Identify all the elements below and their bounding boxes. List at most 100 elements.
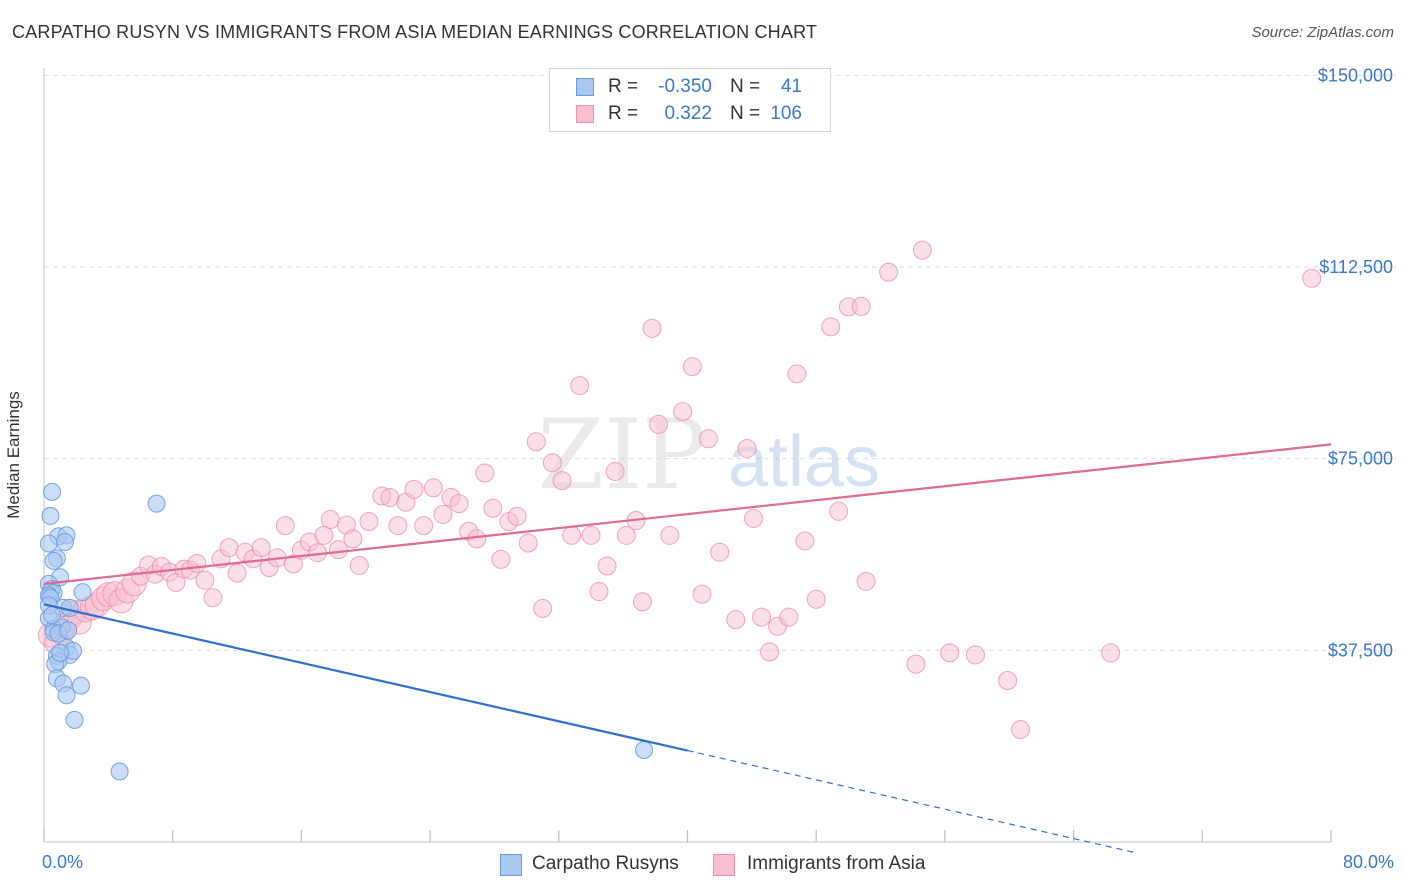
pink-point	[965, 645, 985, 665]
pink-point	[710, 542, 730, 562]
blue-point	[39, 534, 58, 553]
blue-trend-line	[43, 603, 688, 752]
legend-n-value: 106	[770, 103, 802, 124]
pink-point	[760, 642, 780, 662]
pink-point	[879, 262, 899, 282]
blue-point	[44, 551, 63, 570]
pink-point	[726, 610, 746, 630]
legend-swatch-pink	[576, 105, 594, 123]
blue-point	[72, 676, 91, 695]
pink-point	[542, 453, 562, 473]
pink-point	[597, 556, 617, 576]
pink-point	[632, 592, 652, 612]
pink-point	[821, 317, 841, 337]
blue-point	[43, 482, 62, 501]
legend-row-carpatho-rusyns: R = -0.350 N = 41	[550, 73, 830, 100]
watermark: ZIP atlas	[537, 399, 880, 511]
bottom-legend-swatch-pink	[713, 854, 735, 876]
pink-point	[795, 531, 815, 551]
source-label: Source: ZipAtlas.com	[1251, 24, 1394, 41]
legend-n-label: N =	[730, 103, 761, 124]
bottom-legend-label: Carpatho Rusyns	[532, 853, 679, 874]
pink-point	[314, 525, 334, 545]
pink-point	[851, 296, 871, 316]
pink-point	[251, 538, 271, 558]
pink-point	[682, 357, 702, 377]
pink-trend-line	[43, 443, 1332, 585]
blue-point	[73, 583, 92, 602]
pink-point	[906, 654, 926, 674]
pink-point	[404, 479, 424, 499]
pink-point	[343, 529, 363, 549]
pink-point	[219, 538, 239, 558]
pink-point	[388, 516, 408, 536]
y-tick-label: $112,500	[1319, 257, 1393, 277]
pink-point	[227, 563, 247, 583]
pink-point	[570, 376, 590, 396]
legend-swatch-blue	[576, 78, 594, 96]
legend-r-value: 0.322	[664, 103, 712, 124]
pink-point	[581, 525, 601, 545]
pink-point	[187, 553, 207, 573]
pink-point	[320, 509, 340, 529]
pink-point	[433, 504, 453, 524]
pink-point	[779, 607, 799, 627]
chart-title: CARPATHO RUSYN VS IMMIGRANTS FROM ASIA M…	[12, 22, 818, 42]
gridlines	[44, 74, 1396, 651]
pink-point	[1011, 720, 1031, 740]
pink-point	[692, 584, 712, 604]
blue-point	[147, 494, 166, 513]
legend-row-immigrants-from-asia: R = 0.322 N = 106	[550, 100, 830, 127]
pink-point	[806, 589, 826, 609]
x-tick-label-max: 80.0%	[1342, 852, 1394, 872]
legend-n-label: N =	[730, 76, 761, 97]
blue-point	[57, 686, 76, 705]
pink-point	[423, 478, 443, 498]
pink-point	[649, 414, 669, 434]
pink-point	[698, 429, 718, 449]
legend-n-value: 41	[780, 76, 802, 97]
pink-point	[642, 318, 662, 338]
legend-r-value: -0.350	[658, 76, 712, 97]
blue-point	[55, 532, 74, 551]
pink-point	[328, 540, 348, 560]
axes	[43, 68, 1332, 843]
pink-point	[467, 529, 487, 549]
carpatho-rusyns-points	[39, 482, 654, 781]
pink-point	[1302, 268, 1322, 288]
correlation-legend: R = -0.350 N = 41 R = 0.322 N = 106	[549, 68, 831, 132]
pink-point	[1101, 643, 1121, 663]
pink-point	[616, 525, 636, 545]
pink-point	[275, 516, 295, 536]
blue-point	[51, 643, 70, 662]
blue-point	[110, 762, 129, 781]
pink-point	[660, 525, 680, 545]
y-tick-labels: $37,500 $75,000 $112,500 $150,000	[1318, 65, 1393, 660]
pink-point	[491, 549, 511, 569]
pink-point	[359, 512, 379, 532]
pink-point	[562, 525, 582, 545]
pink-point	[380, 488, 400, 508]
pink-point	[787, 364, 807, 384]
blue-point	[635, 741, 654, 759]
pink-point	[195, 570, 215, 590]
pink-point	[829, 501, 849, 521]
pink-point	[673, 402, 693, 422]
pink-point	[475, 463, 495, 483]
pink-point	[203, 588, 223, 608]
pink-point	[743, 508, 763, 528]
pink-point	[414, 516, 434, 536]
bottom-legend-swatch-blue	[500, 854, 522, 876]
y-tick-label: $37,500	[1328, 640, 1393, 660]
pink-point	[589, 582, 609, 602]
pink-point	[526, 432, 546, 452]
pink-point	[752, 607, 772, 627]
pink-point	[533, 598, 553, 618]
legend-r-label: R =	[608, 76, 639, 97]
pink-point	[605, 461, 625, 481]
blue-point	[65, 710, 84, 729]
bottom-legend-label: Immigrants from Asia	[747, 853, 926, 874]
pink-point	[940, 643, 960, 663]
pink-point	[856, 571, 876, 591]
